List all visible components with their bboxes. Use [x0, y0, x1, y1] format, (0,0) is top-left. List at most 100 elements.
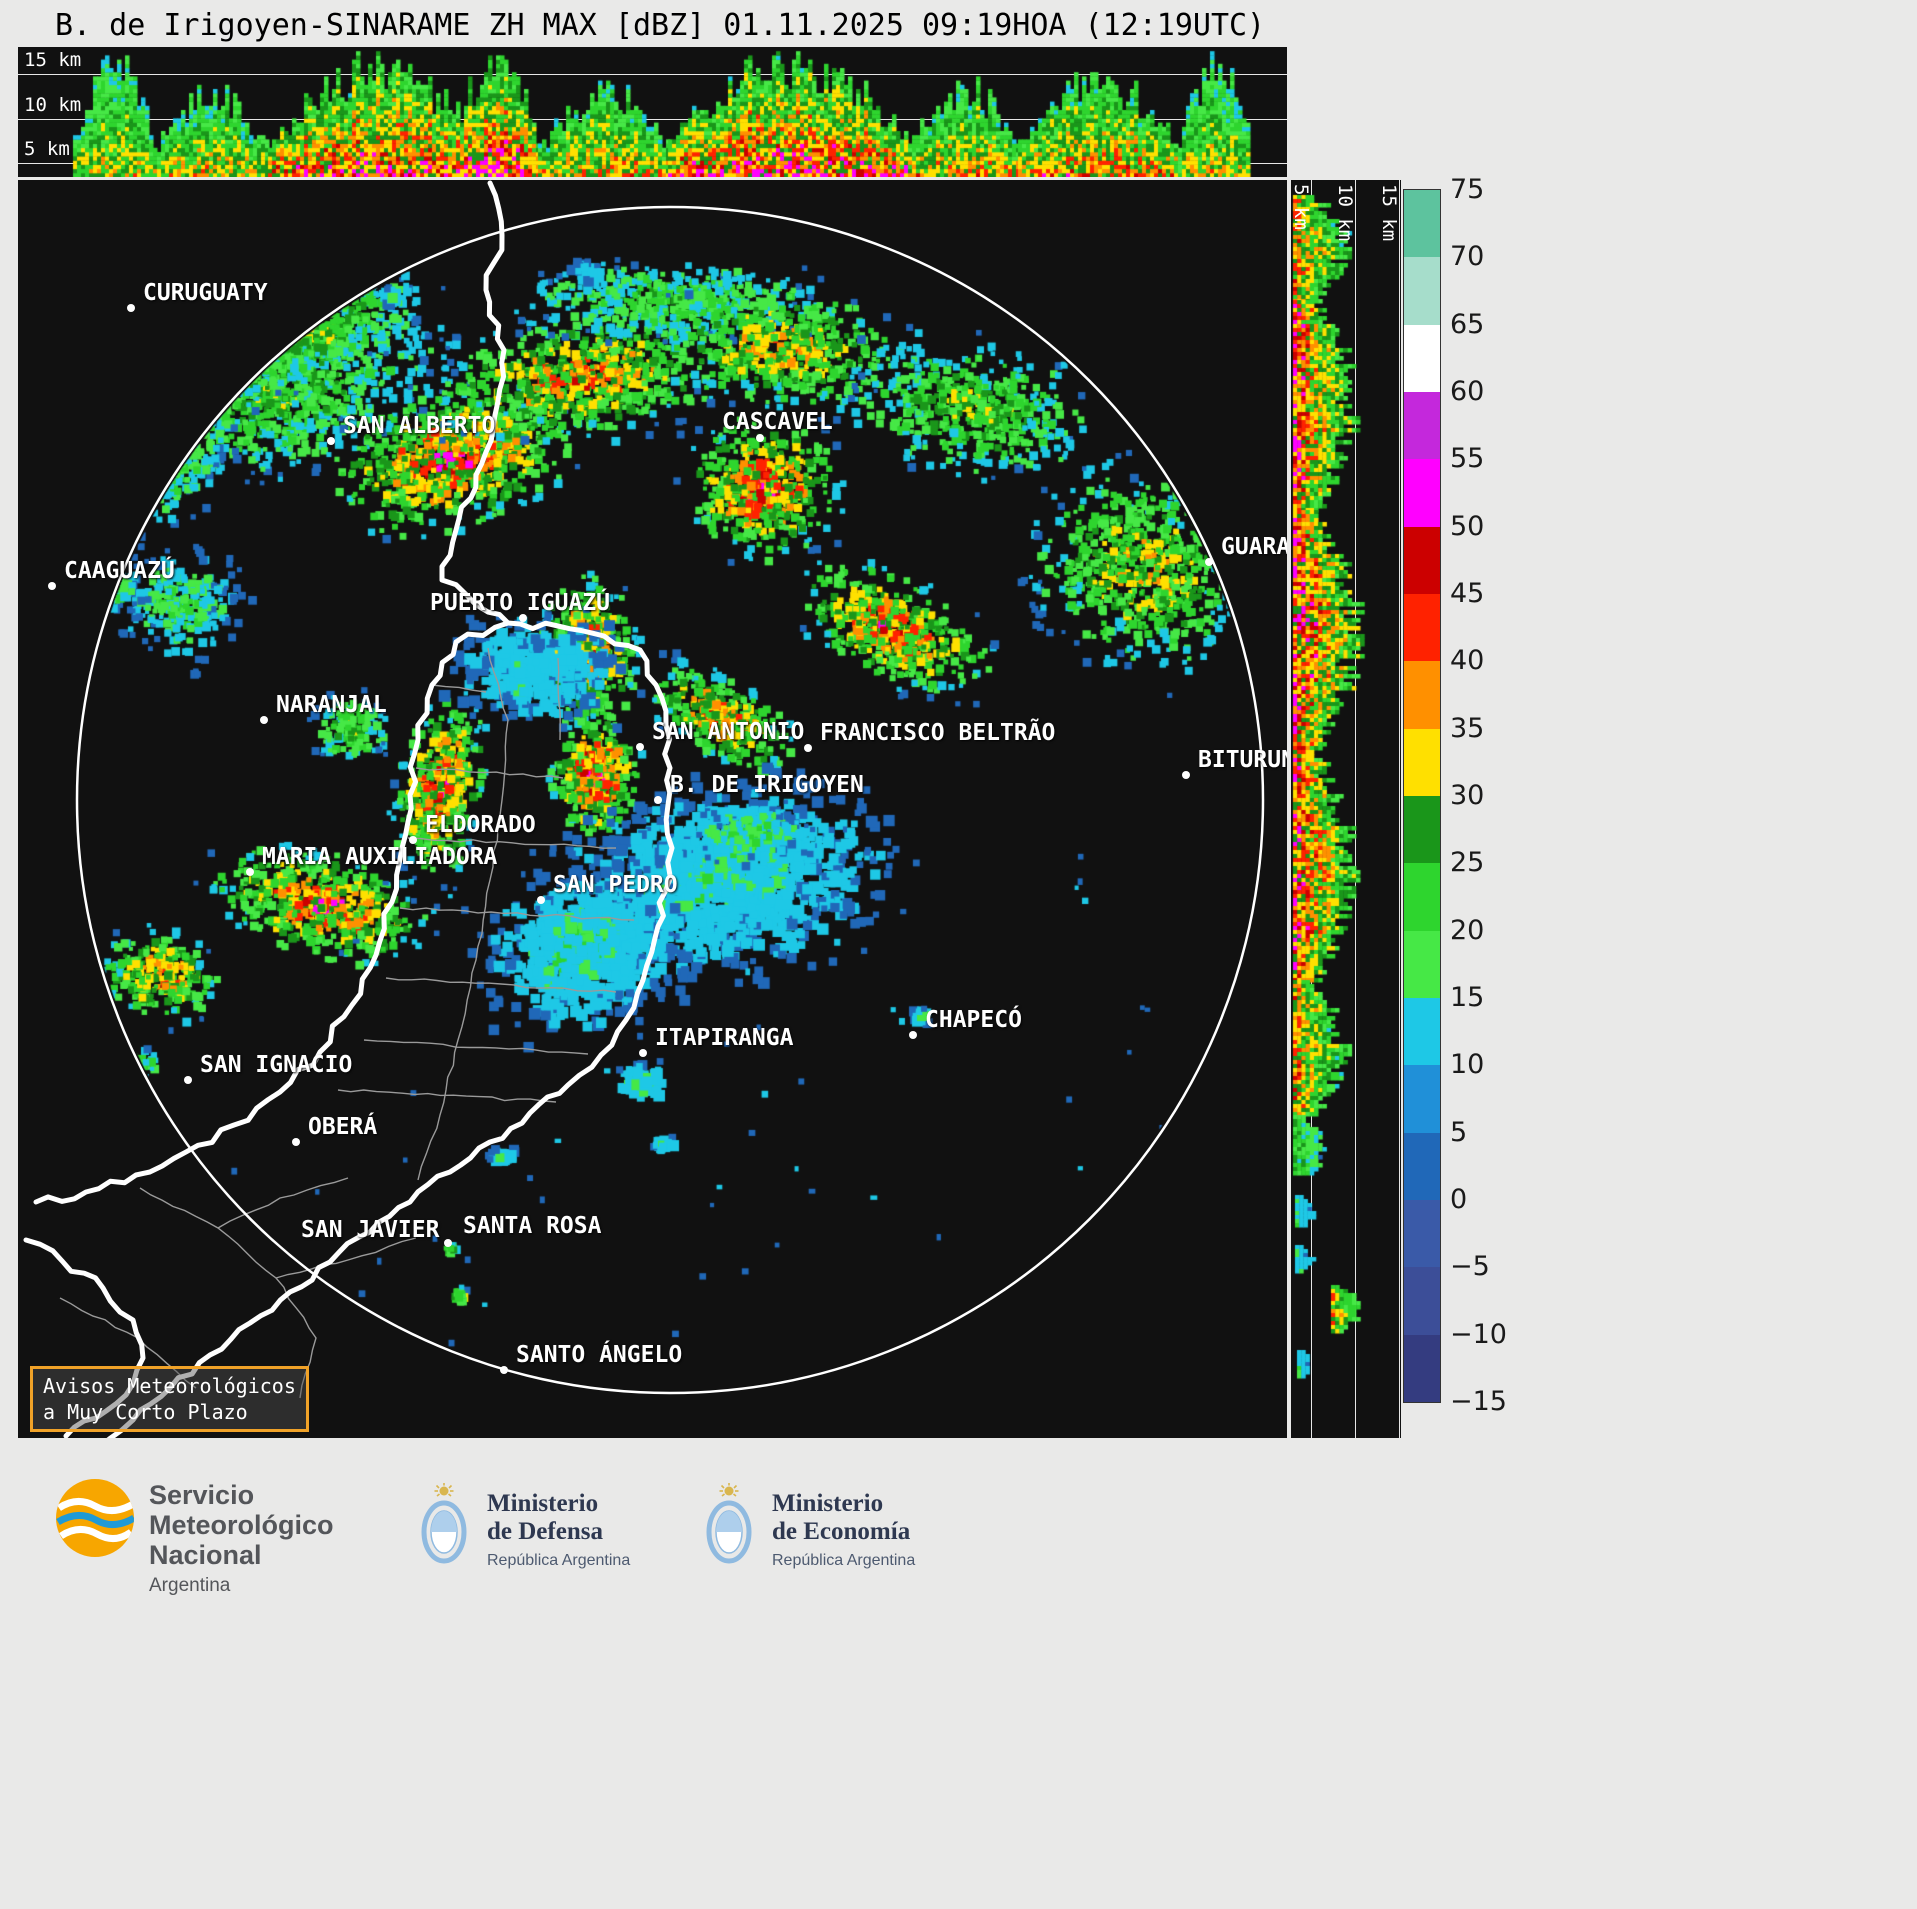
- colorbar-segment: [1404, 526, 1440, 594]
- page-title: B. de Irigoyen-SINARAME ZH MAX [dBZ] 01.…: [55, 8, 1266, 43]
- top-cross-section-canvas: [18, 47, 1287, 177]
- river-border-line: [106, 620, 675, 1438]
- city-label: SAN IGNACIO: [200, 1052, 353, 1078]
- ministry-name-line: Ministerio: [772, 1490, 884, 1517]
- admin-boundary-line: [217, 1177, 349, 1229]
- city-dot: [327, 437, 335, 445]
- altitude-label: 5 km: [1291, 184, 1312, 230]
- argentina-coat-of-arms-icon: [706, 1483, 752, 1564]
- ministry-subtitle: República Argentina: [487, 1552, 631, 1569]
- main-radar-canvas: [18, 180, 1287, 1438]
- altitude-label: 5 km: [24, 138, 70, 160]
- ministry-subtitle: República Argentina: [772, 1552, 916, 1569]
- city-dot: [500, 1366, 508, 1374]
- admin-boundary-line: [139, 1187, 317, 1399]
- colorbar-tick-label: −10: [1450, 1318, 1507, 1350]
- city-dot: [537, 896, 545, 904]
- city-dot: [1182, 771, 1190, 779]
- city-dot: [48, 582, 56, 590]
- city-label: SAN ALBERTO: [343, 413, 496, 439]
- colorbar-segment: [1404, 863, 1440, 931]
- river-border-line: [33, 620, 511, 1205]
- admin-boundary-line: [415, 767, 564, 779]
- colorbar-segment: [1404, 728, 1440, 796]
- colorbar-segment: [1404, 1334, 1440, 1402]
- city-dot: [519, 614, 527, 622]
- colorbar-tick-label: 60: [1450, 376, 1485, 407]
- city-label: CURUGUATY: [143, 280, 268, 306]
- altitude-label: 15 km: [1378, 184, 1400, 242]
- colorbar-segment: [1404, 930, 1440, 998]
- admin-boundary-line: [275, 1237, 417, 1279]
- city-label: MARIA AUXILIADORA: [262, 844, 498, 870]
- city-dot: [639, 1049, 647, 1057]
- colorbar-tick-label: 5: [1450, 1116, 1468, 1148]
- colorbar-tick-label: 40: [1450, 645, 1485, 677]
- city-label: GUARANIAÇU: [1221, 534, 1287, 560]
- city-label: B. DE IRIGOYEN: [670, 772, 864, 798]
- city-dot: [184, 1076, 192, 1084]
- city-label: OBERÁ: [308, 1114, 378, 1140]
- city-label: FRANCISCO BELTRÃO: [820, 720, 1056, 746]
- admin-boundary-line: [417, 647, 509, 1181]
- altitude-label: 15 km: [24, 49, 82, 71]
- colorbar-segment: [1404, 593, 1440, 662]
- colorbar-tick-label: 65: [1450, 308, 1485, 340]
- river-border-line: [439, 180, 511, 626]
- city-dot: [756, 434, 764, 442]
- admin-boundary-line: [385, 977, 617, 993]
- colorbar-tick-label: −5: [1450, 1251, 1490, 1283]
- colorbar-segment: [1404, 1065, 1440, 1133]
- colorbar-segment: [1404, 997, 1440, 1066]
- admin-boundary-line: [399, 907, 635, 921]
- colorbar-tick-label: 20: [1450, 914, 1485, 946]
- main-radar-panel: Avisos Meteorológicos a Muy Corto Plazo …: [18, 180, 1287, 1438]
- city-label: SAN PEDRO: [553, 872, 678, 898]
- colorbar-tick-label: 25: [1450, 847, 1485, 879]
- admin-boundary-line: [363, 1039, 589, 1055]
- city-label: SANTO ÁNGELO: [516, 1342, 683, 1368]
- right-cross-section-canvas: [1291, 180, 1401, 1438]
- ministry-defensa-block: Ministerio de Defensa República Argentin…: [415, 1482, 630, 1570]
- smn-name-line: Servicio: [149, 1480, 255, 1510]
- admin-boundary-line: [557, 657, 561, 741]
- city-dot: [260, 716, 268, 724]
- colorbar-tick-label: −15: [1450, 1386, 1507, 1417]
- city-dot: [804, 744, 812, 752]
- smn-country-label: Argentina: [149, 1575, 231, 1596]
- colorbar-tick-label: 10: [1450, 1049, 1485, 1081]
- city-dot: [909, 1031, 917, 1039]
- city-label: NARANJAL: [276, 692, 387, 718]
- colorbar-tick-label: 0: [1450, 1184, 1468, 1215]
- city-dot: [636, 743, 644, 751]
- top-cross-section-panel: 15 km 10 km 5 km: [18, 47, 1287, 177]
- right-cross-section-panel: 5 km 10 km 15 km: [1291, 180, 1401, 1438]
- city-label: CHAPECÓ: [925, 1007, 1022, 1033]
- city-label: PUERTO IGUAZÚ: [430, 590, 611, 616]
- smn-logo-block: Servicio Meteorológico Nacional Argentin…: [55, 1478, 334, 1597]
- city-dot: [444, 1239, 452, 1247]
- colorbar-tick-label: 70: [1450, 241, 1485, 273]
- city-label: SANTA ROSA: [463, 1213, 602, 1239]
- colorbar-segment: [1404, 391, 1440, 460]
- smn-name-line: Nacional: [149, 1540, 262, 1570]
- city-dot: [654, 796, 662, 804]
- city-dot: [409, 836, 417, 844]
- colorbar-tick-label: 45: [1450, 578, 1485, 609]
- colorbar-tick-label: 15: [1450, 982, 1485, 1013]
- map-overlay: [23, 180, 1265, 1438]
- city-label: CAAGUAZÚ: [64, 558, 175, 584]
- smn-logo: [56, 1479, 134, 1557]
- admin-boundary-line: [431, 684, 487, 693]
- colorbar-tick-label: 35: [1450, 712, 1485, 744]
- colorbar-segment: [1404, 190, 1440, 258]
- city-label: ITAPIRANGA: [655, 1025, 794, 1051]
- river-border-line: [23, 1237, 146, 1438]
- colorbar-segment: [1404, 257, 1440, 325]
- argentina-coat-of-arms-icon: [421, 1483, 467, 1564]
- city-label: ELDORADO: [425, 812, 536, 838]
- colorbar-tick-label: 30: [1450, 780, 1485, 811]
- colorbar-tick-label: 75: [1450, 174, 1485, 205]
- ministry-economia-block: Ministerio de Economía República Argenti…: [700, 1482, 915, 1570]
